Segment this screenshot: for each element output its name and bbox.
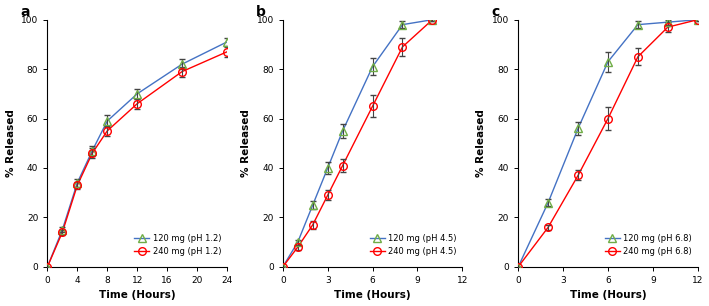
Y-axis label: % Released: % Released: [241, 109, 251, 177]
Text: c: c: [491, 5, 500, 19]
Legend: 120 mg (pH 6.8), 240 mg (pH 6.8): 120 mg (pH 6.8), 240 mg (pH 6.8): [603, 232, 693, 258]
Legend: 120 mg (pH 1.2), 240 mg (pH 1.2): 120 mg (pH 1.2), 240 mg (pH 1.2): [133, 232, 223, 258]
X-axis label: Time (Hours): Time (Hours): [569, 290, 647, 300]
Text: a: a: [21, 5, 30, 19]
X-axis label: Time (Hours): Time (Hours): [99, 290, 176, 300]
Y-axis label: % Released: % Released: [476, 109, 486, 177]
Text: b: b: [256, 5, 266, 19]
Y-axis label: % Released: % Released: [6, 109, 16, 177]
X-axis label: Time (Hours): Time (Hours): [334, 290, 411, 300]
Legend: 120 mg (pH 4.5), 240 mg (pH 4.5): 120 mg (pH 4.5), 240 mg (pH 4.5): [368, 232, 458, 258]
